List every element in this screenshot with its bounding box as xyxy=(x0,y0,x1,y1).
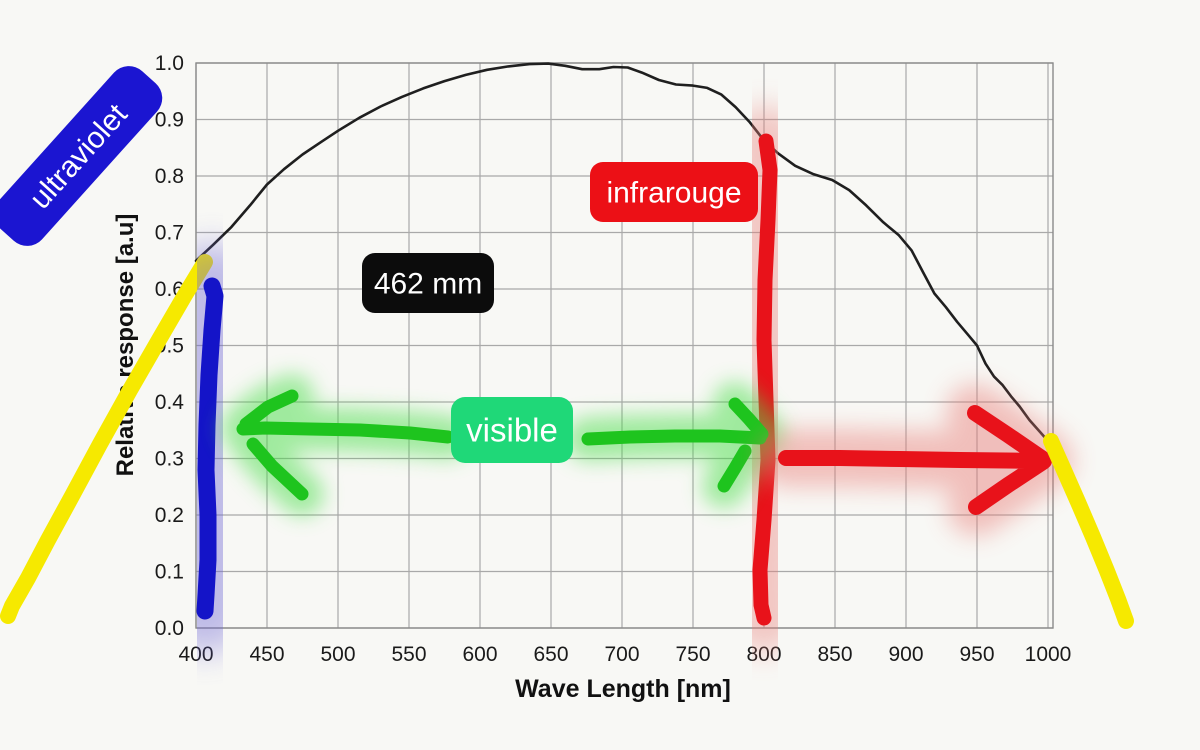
y-tick-0.8: 0.8 xyxy=(155,165,184,188)
label-infrarouge: infrarouge xyxy=(590,162,758,222)
axis-titles: Wave Length [nm] Relative response [a.u] xyxy=(112,214,731,703)
stroke-green-arrow-left xyxy=(236,389,455,501)
y-tick-0.9: 0.9 xyxy=(155,109,184,132)
relative-response-curve xyxy=(194,62,1050,443)
stroke-blue-marker-410nm xyxy=(196,277,224,620)
label-ultraviolet-box xyxy=(0,66,163,246)
label-visible: visible xyxy=(451,397,573,463)
x-tick-550: 550 xyxy=(391,643,426,666)
label-infrarouge-box xyxy=(590,162,758,222)
label-length-462: 462 mm xyxy=(362,253,494,313)
x-tick-900: 900 xyxy=(888,643,923,666)
x-tick-650: 650 xyxy=(533,643,568,666)
x-tick-450: 450 xyxy=(249,643,284,666)
x-tick-850: 850 xyxy=(817,643,852,666)
y-axis-title: Relative response [a.u] xyxy=(112,214,139,477)
stroke-green-arrow-right xyxy=(581,397,769,493)
label-length-462-box xyxy=(362,253,494,313)
x-tick-700: 700 xyxy=(604,643,639,666)
x-tick-500: 500 xyxy=(320,643,355,666)
x-tick-750: 750 xyxy=(675,643,710,666)
label-infrarouge-text: infrarouge xyxy=(606,177,741,210)
response-curve-layer xyxy=(194,62,1050,443)
label-length-462-text: 462 mm xyxy=(374,268,482,301)
y-tick-0.7: 0.7 xyxy=(155,222,184,245)
stroke-red-marker-800nm xyxy=(752,133,778,626)
label-visible-text: visible xyxy=(466,412,558,449)
stroke-ir-tail-right xyxy=(1043,433,1134,629)
y-tick-1.0: 1.0 xyxy=(155,52,184,75)
x-tick-600: 600 xyxy=(462,643,497,666)
label-visible-box xyxy=(451,397,573,463)
x-tick-950: 950 xyxy=(959,643,994,666)
x-axis-title: Wave Length [nm] xyxy=(515,675,731,703)
hand-drawn-annotations xyxy=(0,106,1134,654)
x-tick-1000: 1000 xyxy=(1025,643,1072,666)
stroke-red-arrow-infrared xyxy=(778,405,1052,515)
